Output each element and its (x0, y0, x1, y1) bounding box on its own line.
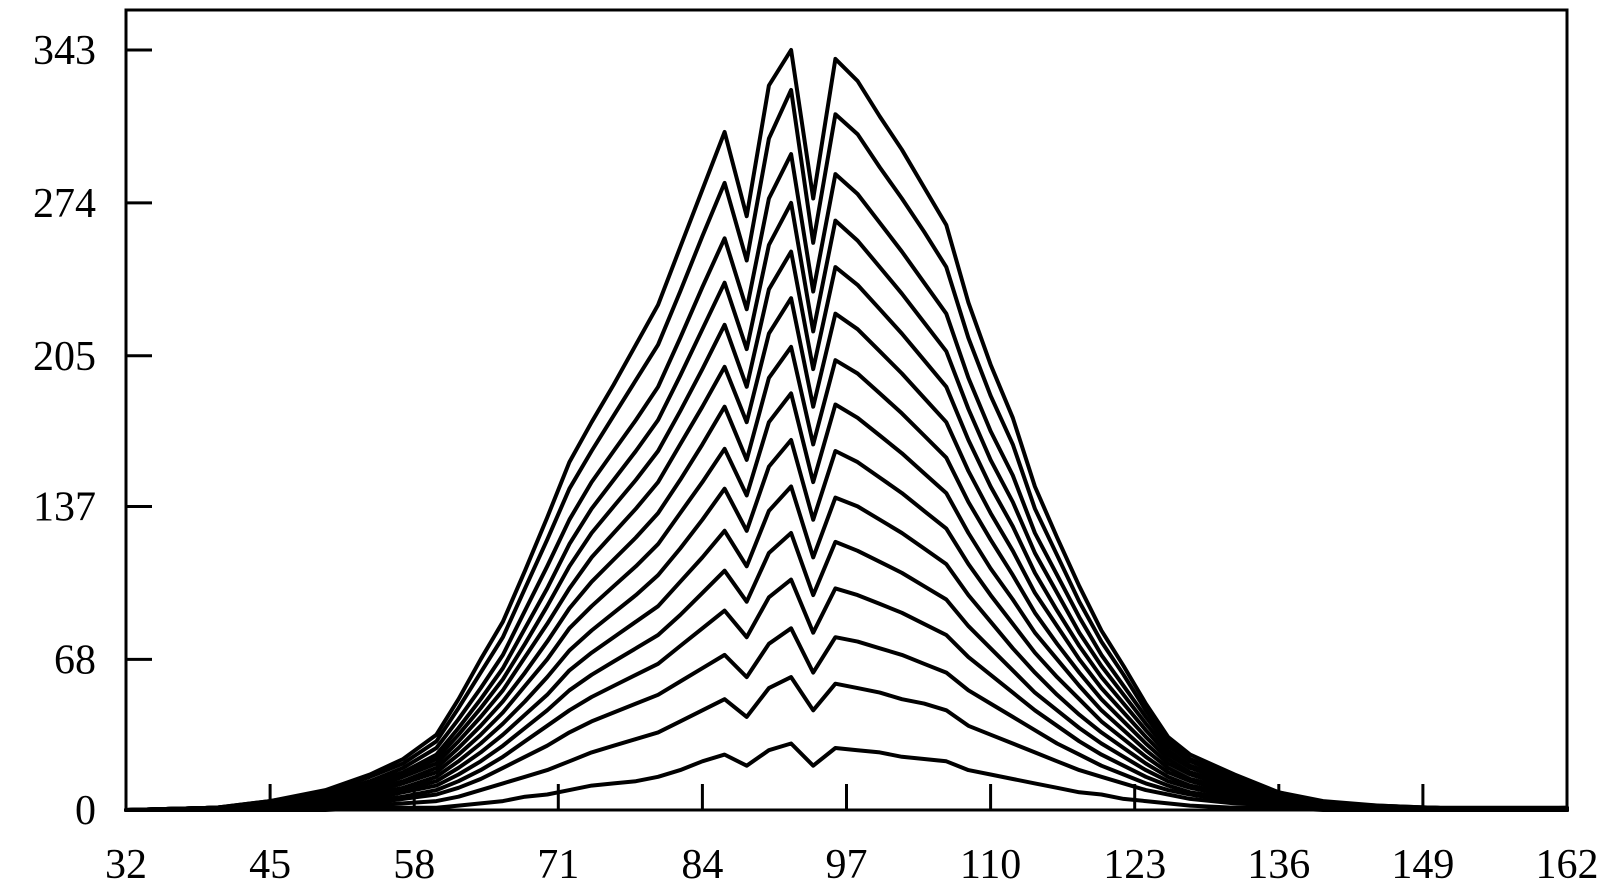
series-line (124, 296, 1569, 812)
series-line (124, 249, 1569, 812)
series-line (124, 87, 1569, 812)
x-tick-label: 149 (1391, 842, 1454, 887)
series-line (124, 626, 1569, 812)
y-tick-label: 205 (33, 334, 96, 380)
y-tick-label: 343 (33, 28, 96, 74)
y-axis-tick-labels: 0 68 137 205 274 343 (33, 28, 96, 834)
series-group (124, 48, 1569, 812)
x-tick-label: 58 (393, 842, 435, 887)
x-axis-tick-labels: 32 45 58 71 84 97 110 123 136 149 162 (105, 842, 1599, 887)
x-tick-label: 45 (249, 842, 291, 887)
series-line (124, 344, 1569, 812)
series-line (124, 484, 1569, 812)
y-tick-label: 137 (33, 484, 96, 530)
x-tick-label: 136 (1247, 842, 1310, 887)
series-line (124, 391, 1569, 812)
y-tick-label: 0 (75, 788, 96, 834)
x-tick-label: 84 (681, 842, 723, 887)
x-tick-label: 71 (537, 842, 579, 887)
x-tick-label: 123 (1103, 842, 1166, 887)
y-tick-label: 274 (33, 181, 96, 227)
series-line (124, 438, 1569, 812)
y-tick-label: 68 (54, 637, 96, 683)
x-tick-label: 162 (1536, 842, 1599, 887)
x-tick-label: 110 (960, 842, 1021, 887)
series-line (124, 577, 1569, 812)
series-line (124, 48, 1569, 812)
plot-frame (124, 8, 1569, 812)
series-line (124, 675, 1569, 812)
series-line (124, 200, 1569, 812)
x-tick-label: 97 (826, 842, 868, 887)
y-axis-ticks (126, 48, 152, 812)
series-line (124, 531, 1569, 812)
series-line (124, 741, 1569, 812)
series-line (124, 152, 1569, 812)
x-tick-label: 32 (105, 842, 147, 887)
